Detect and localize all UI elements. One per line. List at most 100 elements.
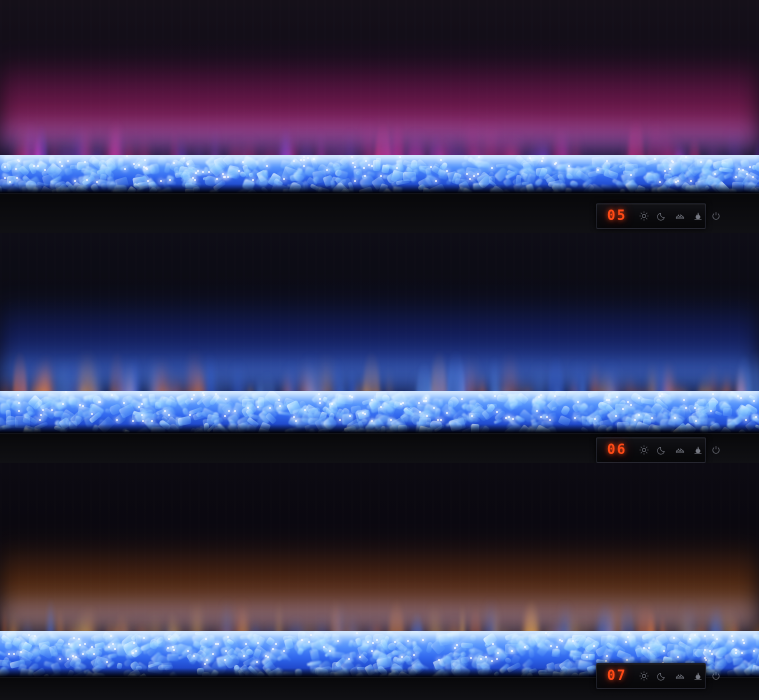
crystal-sparkle (694, 407, 696, 410)
crystal-sparkle (436, 418, 439, 421)
brightness-icon[interactable] (639, 211, 649, 221)
crystal-sparkle (709, 409, 712, 412)
crystal-sparkle (508, 415, 510, 418)
crystal-sparkle (676, 180, 679, 183)
heater-icon[interactable] (693, 445, 703, 455)
crystal-sparkle (734, 648, 737, 651)
flame-icon[interactable] (675, 671, 685, 681)
control-panel-3[interactable]: 07 (596, 663, 720, 689)
crystal-sparkle (233, 410, 236, 413)
crystal-sparkle (108, 646, 110, 649)
crystal-sparkle (754, 416, 757, 419)
crystal-sparkle (207, 170, 210, 173)
crystal-sparkle (358, 656, 361, 658)
crystal-sparkle (735, 652, 738, 655)
crystal-sparkle (204, 662, 207, 665)
flame-icon[interactable] (675, 445, 685, 455)
crystal-sparkle (13, 653, 16, 656)
crystal-sparkle (256, 661, 259, 664)
crystal-sparkle (223, 415, 226, 418)
crystal-sparkle (412, 653, 415, 656)
crystal-sparkle (90, 645, 93, 648)
crystal-sparkle (714, 173, 717, 176)
control-panel-1[interactable]: 05 (596, 203, 720, 229)
timer-icon[interactable] (657, 445, 667, 455)
crystal-sparkle (147, 180, 150, 183)
crystal-sparkle (141, 413, 144, 416)
crystal-sparkle (131, 419, 134, 422)
control-panel-2[interactable]: 06 (596, 437, 720, 463)
power-icon[interactable] (711, 671, 721, 681)
heater-icon[interactable] (693, 671, 703, 681)
crystal-sparkle (145, 167, 148, 170)
crystal-sparkle (72, 655, 75, 658)
crystal-sparkle (293, 415, 296, 418)
crystal-sparkle (593, 645, 596, 647)
crystal-sparkle (168, 179, 171, 182)
crystal-sparkle (470, 415, 473, 418)
crystal-sparkle (473, 175, 475, 178)
control-icon-row-1[interactable] (639, 211, 721, 221)
crystal-sparkle (193, 179, 196, 182)
crystal-sparkle (663, 170, 666, 173)
crystal-sparkle (328, 649, 331, 652)
ember-bed-glow (0, 605, 759, 645)
crystal-sparkle (536, 410, 539, 413)
timer-icon[interactable] (657, 671, 667, 681)
crystal-sparkle (251, 179, 254, 182)
crystal-sparkle (16, 176, 19, 179)
crystal-sparkle (295, 419, 297, 422)
crystal-sparkle (510, 649, 513, 652)
crystal-sparkle (574, 417, 577, 420)
crystal-sparkle (363, 167, 366, 169)
crystal-sparkle (8, 181, 11, 184)
crystal-sparkle (629, 404, 632, 407)
flame-icon[interactable] (675, 211, 685, 221)
brightness-icon[interactable] (639, 671, 649, 681)
brightness-icon[interactable] (639, 445, 649, 455)
crystal-sparkle (106, 660, 109, 663)
crystal-sparkle (173, 649, 176, 652)
crystal-sparkle (453, 646, 456, 649)
crystal-sparkle (469, 178, 472, 181)
crystal-sparkle (38, 419, 41, 422)
crystal-sparkle (188, 414, 191, 416)
glass-crystal (22, 415, 31, 424)
crystal-sparkle (523, 645, 526, 648)
crystal-sparkle (225, 650, 228, 652)
crystal-sparkle (710, 653, 713, 656)
crystal-sparkle (419, 410, 422, 413)
crystal-sparkle (630, 174, 632, 177)
crystal-sparkle (135, 650, 137, 652)
power-icon[interactable] (711, 211, 721, 221)
crystal-sparkle (705, 659, 708, 662)
crystal-sparkle (304, 409, 307, 412)
crystal-sparkle (20, 650, 22, 653)
crystal-sparkle (268, 407, 271, 410)
heater-icon[interactable] (693, 211, 703, 221)
crystal-sparkle (224, 175, 227, 178)
crystal-sparkle (390, 418, 392, 421)
crystal-sparkle (694, 420, 697, 423)
crystal-sparkle (703, 656, 706, 659)
timer-icon[interactable] (657, 211, 667, 221)
crystal-sparkle (446, 170, 449, 173)
glass-crystal (560, 404, 572, 416)
crystal-sparkle (597, 169, 600, 171)
crystal-sparkle (132, 652, 135, 655)
crystal-sparkle (172, 646, 175, 649)
crystal-sparkle (370, 649, 373, 652)
crystal-sparkle (227, 176, 229, 179)
crystal-sparkle (265, 654, 268, 657)
glass-crystal (142, 413, 157, 421)
crystal-sparkle (433, 407, 436, 410)
control-icon-row-3[interactable] (639, 671, 721, 681)
glass-crystal (574, 649, 579, 654)
control-icon-row-2[interactable] (639, 445, 721, 455)
glass-crystal (505, 644, 520, 654)
crystal-sparkle (221, 172, 224, 175)
glass-crystal (674, 644, 688, 654)
ember-bed-shadow (0, 184, 759, 193)
crystal-sparkle (95, 181, 98, 184)
power-icon[interactable] (711, 445, 721, 455)
